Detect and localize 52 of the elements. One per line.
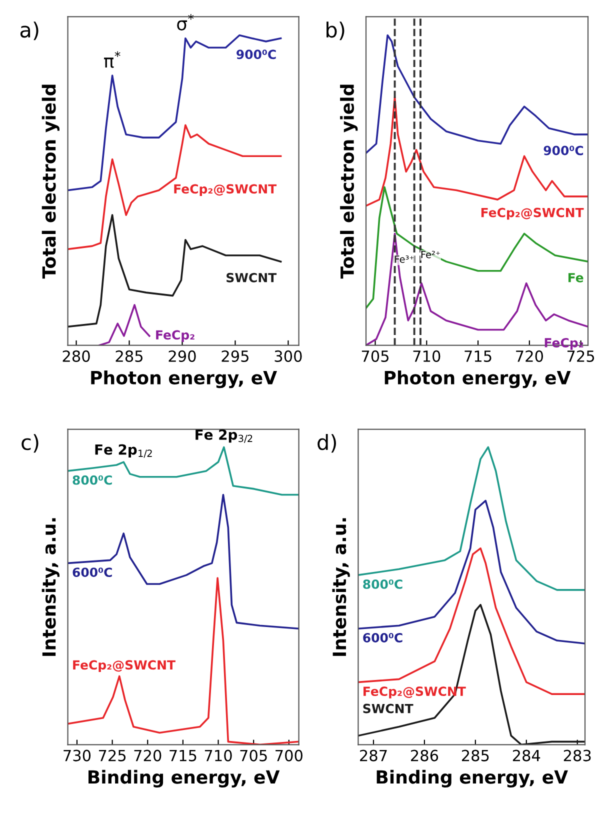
series-label: SWCNT	[226, 272, 277, 282]
y-axis-title: Total electron yield	[42, 84, 60, 279]
x-tick-label: 295	[222, 350, 248, 362]
x-tick-label: 290	[168, 350, 196, 362]
ref-line-label: Fe²⁺	[421, 250, 440, 258]
x-tick-label: 725	[98, 750, 126, 762]
series-label: 600⁰C	[72, 568, 112, 578]
chart-title: b)	[326, 22, 344, 40]
series-label: 600⁰C	[363, 633, 402, 642]
x-tick-label: 283	[564, 750, 591, 762]
series-label: 800⁰C	[363, 579, 402, 589]
x-tick-label: 720	[516, 350, 543, 362]
x-tick-label: 280	[62, 350, 90, 362]
x-axis-title: Binding energy, eV	[376, 770, 568, 788]
x-tick-label: 285	[116, 350, 143, 362]
x-tick-label: 715	[170, 750, 196, 762]
x-tick-label: 710	[413, 350, 440, 362]
series-label: Fe	[568, 273, 584, 282]
series-label: FeCp₂@SWCNT	[174, 184, 277, 196]
x-tick-label: 286	[410, 750, 438, 762]
x-tick-label: 705	[240, 750, 267, 762]
x-tick-label: 705	[362, 350, 388, 362]
series-label: 900⁰C	[236, 50, 276, 60]
series-label: 900⁰C	[544, 146, 584, 156]
x-tick-label: 300	[274, 350, 302, 362]
chart-title: d)	[318, 434, 336, 453]
series-label: FeCp₂@SWCNT	[73, 660, 176, 672]
x-tick-label: 287	[360, 750, 387, 762]
ref-line-label: Fe³⁺	[395, 255, 414, 263]
x-tick-label: 715	[464, 350, 492, 362]
y-axis-title: Intensity, a.u.	[332, 518, 350, 656]
x-tick-label: 284	[512, 750, 540, 762]
annotation: Fe 2p$_{1/2}$	[95, 444, 152, 458]
series-label: SWCNT	[363, 704, 414, 714]
x-tick-label: 720	[134, 750, 162, 762]
x-tick-label: 285	[462, 750, 489, 762]
x-tick-label: 700	[276, 750, 302, 762]
series-label: FeCp₂@SWCNT	[481, 208, 584, 220]
x-tick-label: 730	[64, 750, 91, 762]
x-tick-label: 725	[567, 350, 594, 362]
chart-title: a)	[20, 22, 38, 40]
series-label: FeCp₂	[156, 330, 194, 342]
x-tick-label: 710	[204, 750, 232, 762]
x-axis-title: Photon energy, eV	[384, 370, 571, 388]
y-axis-title: Intensity, a.u.	[42, 518, 60, 656]
annotation: Fe 2p$_{3/2}$	[196, 429, 252, 443]
series-label: 800⁰C	[72, 475, 112, 485]
y-axis-title: Total electron yield	[340, 84, 358, 279]
chart-title: c)	[22, 434, 38, 453]
x-axis-title: Photon energy, eV	[91, 370, 277, 388]
annotation: π$^{*}$	[104, 51, 120, 68]
x-axis-title: Binding energy, eV	[88, 770, 280, 788]
